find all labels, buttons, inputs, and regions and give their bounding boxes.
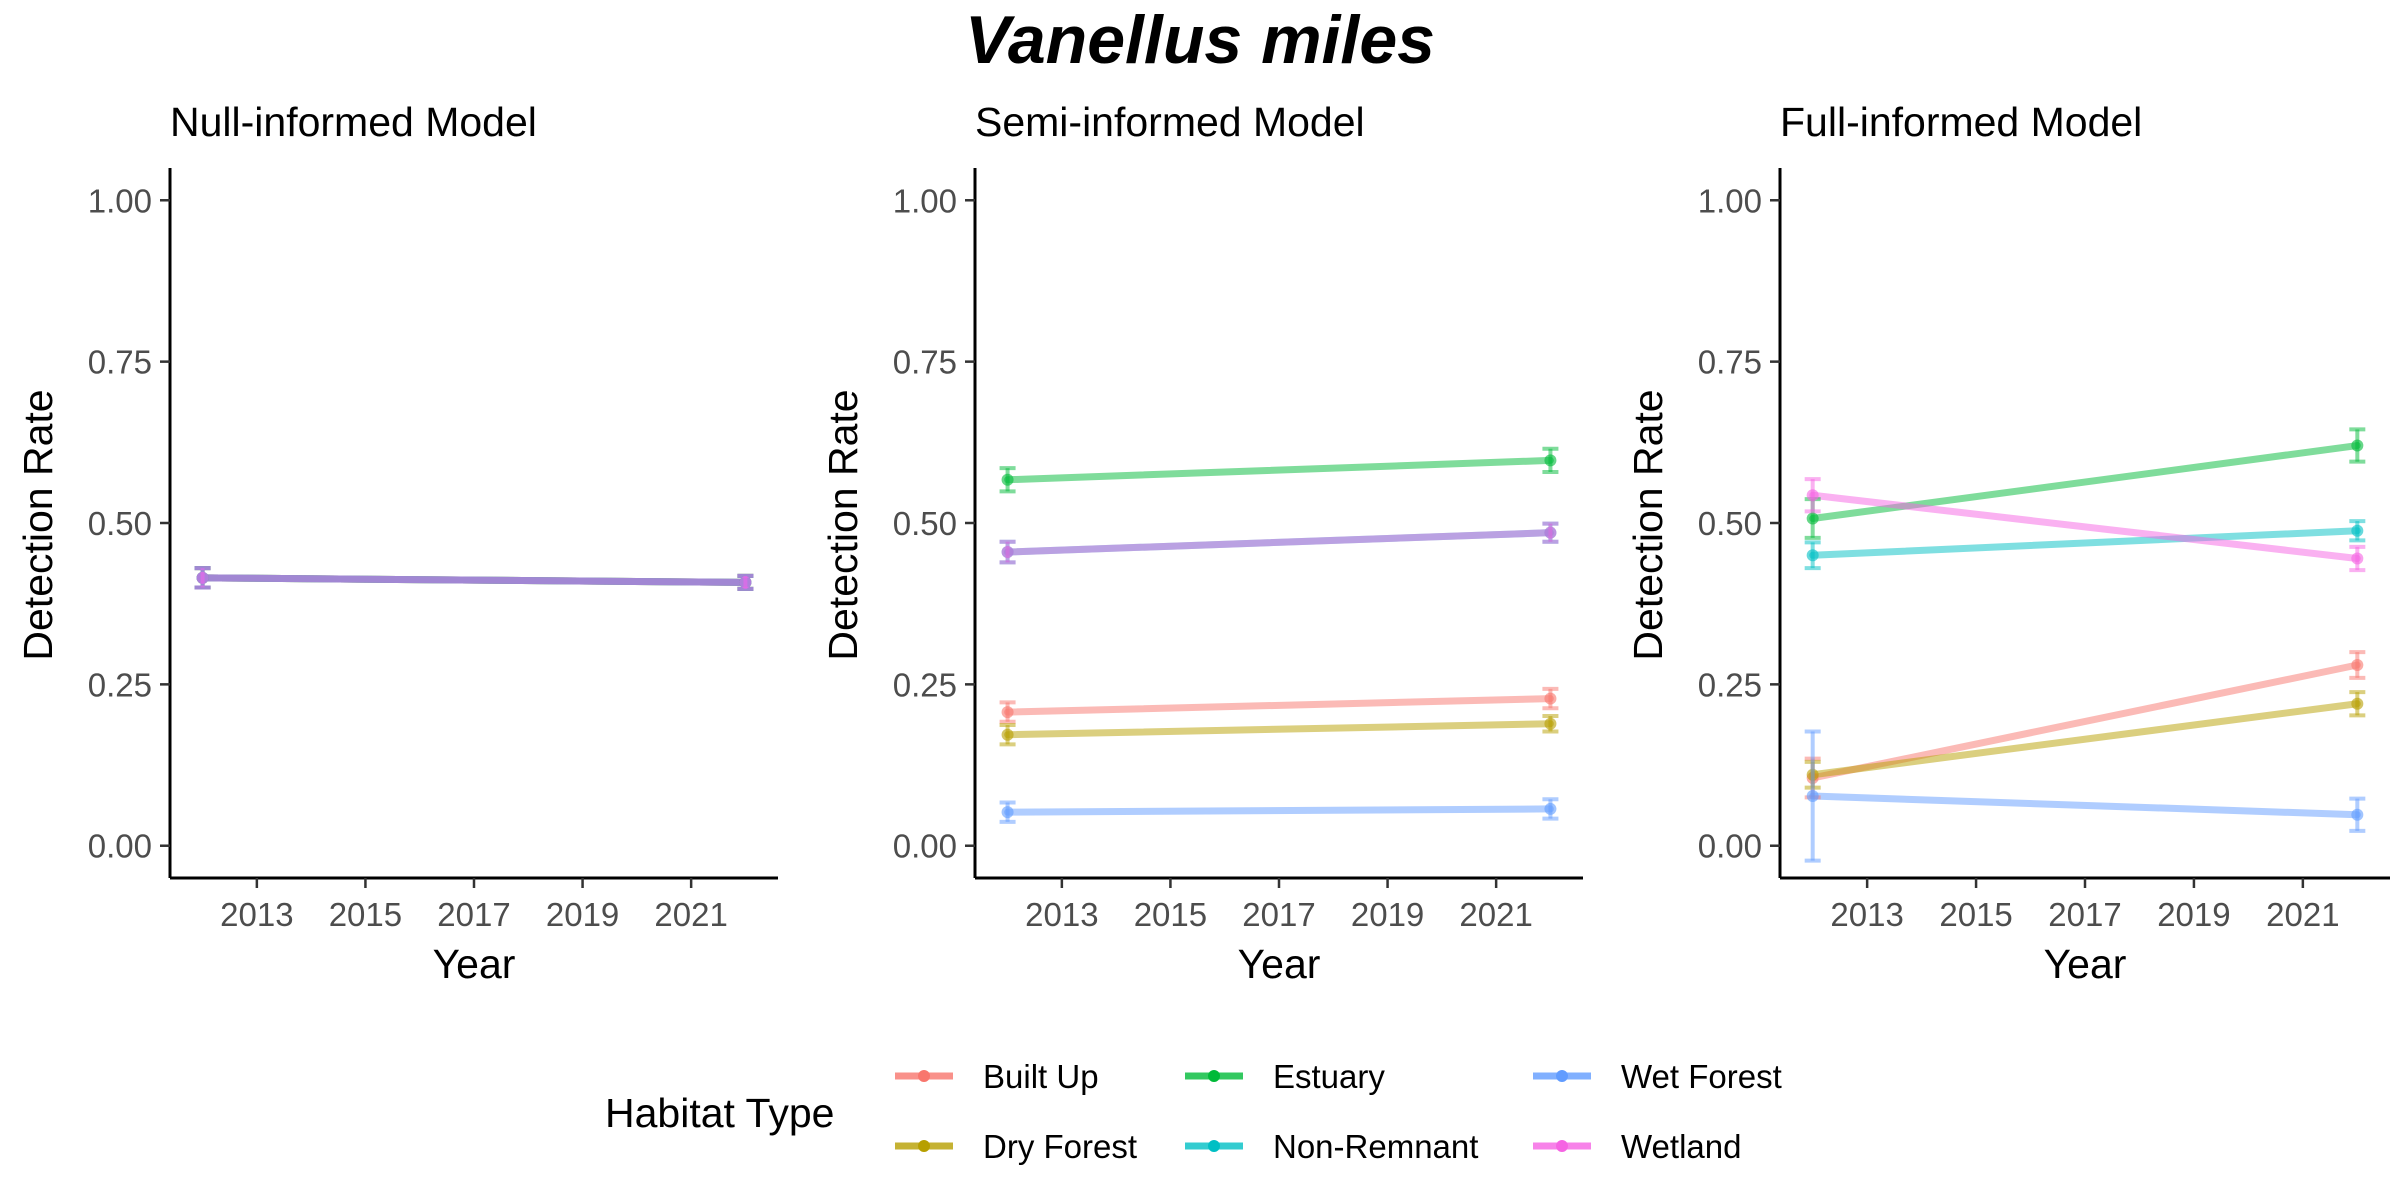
series-line-wetland [1809, 491, 2361, 562]
y-tick-label: 0.25 [1698, 666, 1762, 703]
data-point [1806, 489, 1819, 502]
chart-title: Vanellus miles [965, 2, 1435, 78]
x-tick-label: 2013 [1025, 896, 1098, 933]
x-tick-label: 2017 [1242, 896, 1315, 933]
y-tick-label: 0.50 [1698, 505, 1762, 542]
legend-item-built-up: Built Up [895, 1058, 1099, 1095]
data-point [1806, 549, 1819, 562]
panel-1: Null-informed Model 0.00 0.25 0.50 0.75 1.00 2… [15, 99, 778, 987]
x-tick-label: 2021 [654, 896, 727, 933]
data-point [196, 571, 209, 584]
legend-swatch-point [1556, 1070, 1568, 1082]
panel-title: Null-informed Model [170, 99, 537, 145]
data-point [1544, 692, 1557, 705]
legend: Habitat Type Built Up Dry Forest Estuary No… [605, 1058, 1782, 1165]
y-tick-label: 0.00 [88, 828, 152, 865]
y-tick-label: 0.25 [88, 666, 152, 703]
y-tick-label: 0.75 [88, 344, 152, 381]
data-point [1001, 706, 1014, 719]
y-axis-title: Detection Rate [820, 389, 866, 660]
data-point [739, 576, 752, 589]
x-tick-label: 2021 [2266, 896, 2339, 933]
legend-swatch-point [1208, 1070, 1220, 1082]
y-tick-label: 0.00 [1698, 828, 1762, 865]
data-point [1001, 806, 1014, 819]
x-tick-label: 2021 [1459, 896, 1532, 933]
legend-item-dry-forest: Dry Forest [895, 1128, 1137, 1165]
series-line-wet-forest [1004, 805, 1554, 816]
panel-2: Semi-informed Model 0.00 0.25 0.50 0.75 1.00 2… [820, 99, 1583, 987]
x-tick-label: 2019 [546, 896, 619, 933]
data-point [2351, 439, 2364, 452]
panel-3: Full-informed Model 0.00 0.25 0.50 0.75 1.00 2… [1625, 99, 2390, 987]
y-tick-label: 1.00 [1698, 182, 1762, 219]
data-point [2351, 552, 2364, 565]
legend-item-non-remnant: Non-Remnant [1185, 1128, 1478, 1165]
data-point [1806, 790, 1819, 803]
legend-label: Dry Forest [983, 1128, 1137, 1165]
legend-label: Estuary [1273, 1058, 1385, 1095]
y-axis-title: Detection Rate [1625, 389, 1671, 660]
series-line-non-remnant [1809, 527, 2361, 559]
legend-swatch-point [1208, 1140, 1220, 1152]
data-point [1544, 454, 1557, 467]
data-point [1544, 802, 1557, 815]
panel-title: Semi-informed Model [975, 99, 1365, 145]
data-point [1001, 728, 1014, 741]
data-point [1806, 512, 1819, 525]
data-point [1544, 717, 1557, 730]
data-point [2351, 524, 2364, 537]
legend-item-wetland: Wetland [1533, 1128, 1741, 1165]
x-tick-label: 2015 [1134, 896, 1207, 933]
series-line-wetland [199, 574, 749, 586]
legend-items: Built Up Dry Forest Estuary Non-Remnant Wet … [895, 1058, 1782, 1165]
data-point [1001, 546, 1014, 559]
legend-title: Habitat Type [605, 1090, 834, 1136]
data-point [1001, 473, 1014, 486]
y-tick-label: 0.75 [893, 344, 957, 381]
legend-swatch-point [918, 1070, 930, 1082]
y-tick-label: 0.75 [1698, 344, 1762, 381]
series-line-built-up [1809, 661, 2361, 782]
legend-item-estuary: Estuary [1185, 1058, 1385, 1095]
x-tick-label: 2017 [2048, 896, 2121, 933]
series-line-wetland [1004, 529, 1554, 556]
panel-title: Full-informed Model [1780, 99, 2142, 145]
x-tick-label: 2019 [1351, 896, 1424, 933]
charts-area: Null-informed Model 0.00 0.25 0.50 0.75 1.00 2… [15, 99, 2390, 987]
x-tick-label: 2013 [1830, 896, 1903, 933]
x-tick-label: 2015 [329, 896, 402, 933]
y-tick-label: 0.00 [893, 828, 957, 865]
series-line-dry-forest [1809, 700, 2361, 779]
y-tick-label: 0.50 [893, 505, 957, 542]
y-tick-label: 1.00 [893, 182, 957, 219]
legend-swatch-point [1556, 1140, 1568, 1152]
x-tick-label: 2013 [220, 896, 293, 933]
legend-label: Wetland [1621, 1128, 1741, 1165]
x-axis-title: Year [2044, 941, 2127, 987]
y-tick-label: 0.50 [88, 505, 152, 542]
data-point [2351, 697, 2364, 710]
series-line-wet-forest [1809, 792, 2361, 819]
y-axis-title: Detection Rate [15, 389, 61, 660]
legend-label: Non-Remnant [1273, 1128, 1478, 1165]
series-line-dry-forest [1004, 720, 1554, 739]
series-line-estuary [1004, 456, 1554, 484]
legend-label: Wet Forest [1621, 1058, 1782, 1095]
x-tick-label: 2019 [2157, 896, 2230, 933]
x-axis-title: Year [433, 941, 516, 987]
y-tick-label: 1.00 [88, 182, 152, 219]
series-line-built-up [1004, 695, 1554, 716]
x-tick-label: 2015 [1939, 896, 2012, 933]
y-tick-label: 0.25 [893, 666, 957, 703]
legend-item-wet-forest: Wet Forest [1533, 1058, 1782, 1095]
data-point [1544, 526, 1557, 539]
x-axis-title: Year [1238, 941, 1321, 987]
data-point [2351, 808, 2364, 821]
legend-label: Built Up [983, 1058, 1099, 1095]
data-point [2351, 659, 2364, 671]
legend-swatch-point [918, 1140, 930, 1152]
x-tick-label: 2017 [437, 896, 510, 933]
